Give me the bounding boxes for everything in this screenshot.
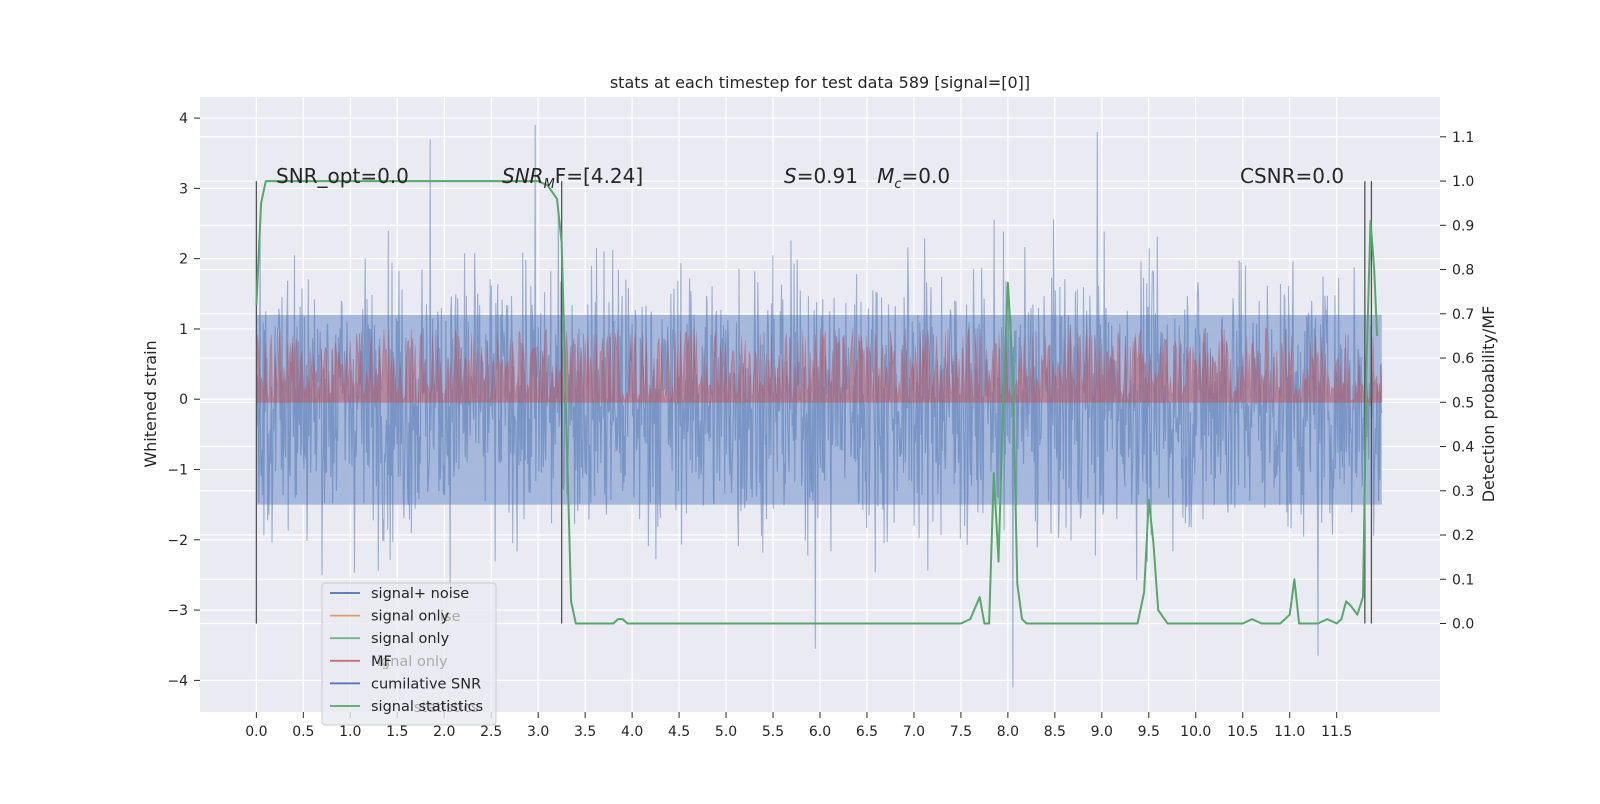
y-left-tick-label: −3 [167, 603, 188, 619]
x-tick-label: 6.5 [856, 724, 878, 740]
mf-fill [255, 327, 1383, 404]
y-axis-left-label: Whitened strain [141, 340, 160, 467]
legend-ghost-text-1: ise [440, 609, 461, 625]
y-right-tick-label: 1.0 [1452, 174, 1474, 190]
x-tick-label: 9.5 [1138, 724, 1160, 740]
y-left-tick-label: −2 [167, 533, 188, 549]
legend-label: signal only [371, 609, 450, 625]
x-tick-label: 1.5 [386, 724, 408, 740]
noise-trace [255, 125, 1383, 688]
x-tick-label: 2.0 [433, 724, 455, 740]
mf-band [255, 327, 1383, 404]
legend-ghost-text-2: ignal only [377, 654, 448, 670]
tick-labels: 0.0 0.5 1.0 1.5 2.0 2.5 3.0 3.5 4.0 4.5 5.0 5.5 6.0 6… [167, 111, 1474, 740]
x-tick-label: 5.0 [715, 724, 737, 740]
noise-band [255, 125, 1383, 688]
x-tick-label: 7.0 [903, 724, 925, 740]
y-axis-right-label: Detection probability/MF [1479, 306, 1498, 503]
y-left-tick-label: 4 [179, 111, 188, 127]
x-tick-label: 7.5 [950, 724, 972, 740]
x-tick-label: 0.5 [292, 724, 314, 740]
y-left-tick-label: 1 [179, 322, 188, 338]
y-right-tick-label: 0.6 [1452, 351, 1474, 367]
x-tick-label: 4.5 [668, 724, 690, 740]
y-right-tick-label: 0.1 [1452, 572, 1474, 588]
y-right-tick-label: 0.4 [1452, 440, 1474, 456]
legend-label: signal only [371, 631, 450, 647]
y-right-tick-label: 1.1 [1452, 130, 1474, 146]
legend-label: signal statistics [371, 699, 483, 715]
chart-title: stats at each timestep for test data 589… [610, 73, 1030, 92]
y-left-tick-label: 2 [179, 252, 188, 268]
y-right-tick-label: 0.8 [1452, 263, 1474, 279]
x-tick-label: 8.0 [997, 724, 1019, 740]
series-layer [255, 180, 1379, 625]
y-left-tick-label: 3 [179, 181, 188, 197]
y-right-tick-label: 0.2 [1452, 528, 1474, 544]
y-right-tick-label: 0.0 [1452, 617, 1474, 633]
y-right-tick-label: 0.3 [1452, 484, 1474, 500]
x-tick-label: 3.5 [574, 724, 596, 740]
annotation-snr-mf: SNRMF=[4.24] [502, 164, 643, 192]
x-tick-label: 0.0 [245, 724, 267, 740]
y-right-tick-label: 0.9 [1452, 218, 1474, 234]
y-left-tick-label: 0 [179, 392, 188, 408]
legend-label: signal+ noise [371, 586, 469, 602]
annotation-s-mc: S=0.91 Mc=0.0 [784, 164, 950, 192]
series-signal-statistics [255, 180, 1379, 625]
legend-box [321, 582, 497, 726]
x-tick-label: 10.5 [1227, 724, 1258, 740]
legend-ghost-text-3: statistics [414, 700, 479, 716]
x-tick-label: 2.5 [480, 724, 502, 740]
y-right-tick-label: 0.5 [1452, 395, 1474, 411]
vertical-markers [255, 181, 1373, 624]
legend-label: MF [371, 654, 392, 670]
legend-entries: signal+ noise signal only signal only MF cum… [330, 586, 483, 715]
x-tick-label: 11.0 [1274, 724, 1305, 740]
x-tick-label: 5.5 [762, 724, 784, 740]
x-tick-label: 11.5 [1321, 724, 1352, 740]
x-tick-label: 1.0 [339, 724, 361, 740]
legend-label: cumilative SNR [371, 676, 481, 692]
x-tick-label: 6.0 [809, 724, 831, 740]
x-tick-label: 3.0 [527, 724, 549, 740]
x-tick-label: 4.0 [621, 724, 643, 740]
x-tick-label: 9.0 [1091, 724, 1113, 740]
y-left-tick-label: −4 [167, 673, 188, 689]
y-left-tick-label: −1 [167, 463, 188, 479]
legend: ise ignal only statistics signal+ noises… [321, 582, 497, 726]
x-tick-label: 8.5 [1044, 724, 1066, 740]
annotation-snr-opt: SNR_opt=0.0 [276, 164, 409, 188]
y-right-tick-label: 0.7 [1452, 307, 1474, 323]
annotation-csnr: CSNR=0.0 [1240, 164, 1344, 188]
x-tick-label: 10.0 [1180, 724, 1211, 740]
